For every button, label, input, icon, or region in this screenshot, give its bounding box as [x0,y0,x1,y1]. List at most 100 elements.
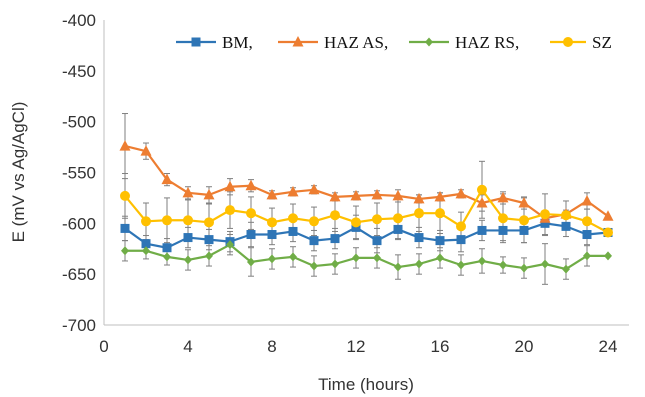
legend-label: HAZ AS, [324,33,388,52]
data-point [373,253,381,263]
y-tick-label: -650 [62,265,96,284]
data-point [561,221,571,231]
axes [103,20,629,326]
data-point [226,240,234,250]
legend-item: HAZ RS, [409,33,519,52]
data-point [119,140,131,151]
data-point [182,186,194,198]
x-axis-title: Time (hours) [318,375,414,394]
data-point [141,239,151,249]
data-point [414,233,424,243]
legend-swatch-marker [563,37,573,47]
data-point [476,197,488,208]
data-point [162,243,172,253]
data-point [120,190,130,201]
data-point [435,236,445,246]
data-point [184,255,192,265]
x-tick-label: 12 [347,337,366,356]
data-point [582,230,592,240]
data-point [413,192,425,204]
data-point [518,197,530,208]
data-point [393,213,403,224]
series-markers [119,140,614,274]
data-point [456,221,466,232]
data-point [351,222,361,232]
data-point [371,188,383,200]
data-point [183,233,193,243]
data-point [288,213,298,224]
series-line [125,243,608,271]
data-point [310,261,318,271]
data-point [329,190,341,202]
series-line [124,222,609,249]
x-tick-label: 24 [599,337,618,356]
data-point [246,208,256,219]
data-point [121,246,129,256]
data-point [477,184,487,195]
data-point [287,185,299,197]
series-line [124,144,609,220]
data-point [266,188,278,200]
data-point [203,188,215,200]
data-point [540,218,550,228]
data-point [562,264,570,274]
y-tick-label: -700 [62,316,96,335]
y-tick-label: -400 [62,11,96,30]
data-point [436,253,444,263]
legend-swatch-marker [292,36,304,47]
y-tick-label: -550 [62,164,96,183]
x-tick-label: 8 [267,337,276,356]
legend-label: BM, [222,33,253,52]
data-point [142,246,150,256]
x-tick-label: 16 [431,337,450,356]
data-point [392,189,404,201]
data-point [267,217,277,228]
data-point [267,230,277,240]
data-point [394,262,402,272]
data-point [604,251,612,261]
data-point [478,256,486,266]
data-point [309,236,319,246]
legend-swatch-marker [191,37,201,47]
data-point [540,209,550,220]
data-point [434,190,446,202]
data-point [372,214,382,225]
data-point [520,263,528,273]
legend-item: BM, [176,33,253,52]
x-tick-label: 4 [183,337,192,356]
series-lines [124,144,609,271]
y-tick-label: -600 [62,214,96,233]
data-point [581,194,593,206]
legend-item: SZ [550,33,612,52]
data-point [582,216,592,227]
data-point [140,145,152,156]
data-point [372,236,382,246]
data-point [183,215,193,226]
data-point [519,215,529,226]
data-point [519,225,529,235]
data-point [120,223,130,233]
data-point [162,215,172,226]
data-point [351,217,361,228]
data-point [331,259,339,269]
data-point [498,213,508,224]
data-point [141,216,151,227]
data-point [477,225,487,235]
y-tick-label: -450 [62,62,96,81]
x-tick-label: 20 [515,337,534,356]
data-point [163,252,171,262]
data-point [268,254,276,264]
data-point [541,259,549,269]
legend-label: HAZ RS, [455,33,519,52]
data-point [330,210,340,221]
x-tick-label: 0 [99,337,108,356]
data-point [352,253,360,263]
data-point [583,251,591,261]
data-point [498,225,508,235]
data-point [309,216,319,227]
y-axis-title: E (mV vs Ag/AgCl) [9,102,28,243]
data-point [161,173,173,185]
data-point [455,187,467,199]
data-point [350,189,362,201]
